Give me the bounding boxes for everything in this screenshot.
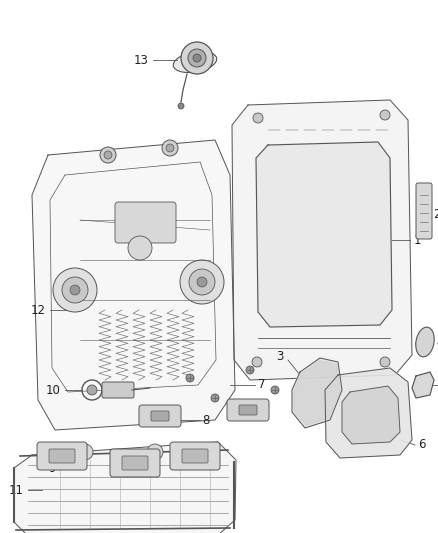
Circle shape (380, 110, 390, 120)
FancyBboxPatch shape (227, 399, 269, 421)
Circle shape (197, 277, 207, 287)
FancyBboxPatch shape (49, 449, 75, 463)
Text: 2: 2 (433, 208, 438, 222)
Polygon shape (342, 386, 400, 444)
Circle shape (162, 140, 178, 156)
Circle shape (147, 444, 163, 460)
Text: 13: 13 (134, 53, 149, 67)
Polygon shape (292, 358, 342, 428)
Polygon shape (412, 372, 434, 398)
Circle shape (166, 144, 174, 152)
Polygon shape (256, 142, 392, 327)
FancyBboxPatch shape (37, 442, 87, 470)
Circle shape (181, 42, 213, 74)
Circle shape (100, 147, 116, 163)
FancyBboxPatch shape (102, 382, 134, 398)
Circle shape (180, 260, 224, 304)
Circle shape (70, 285, 80, 295)
Polygon shape (232, 100, 412, 380)
Circle shape (271, 386, 279, 394)
Text: 7: 7 (258, 378, 265, 392)
Circle shape (252, 357, 262, 367)
Circle shape (128, 236, 152, 260)
Circle shape (186, 374, 194, 382)
FancyBboxPatch shape (170, 442, 220, 470)
Circle shape (189, 269, 215, 295)
Circle shape (253, 113, 263, 123)
Circle shape (77, 444, 93, 460)
FancyBboxPatch shape (110, 449, 160, 477)
Text: 8: 8 (202, 414, 209, 426)
Text: 3: 3 (277, 350, 284, 362)
Circle shape (246, 366, 254, 374)
Text: 12: 12 (31, 303, 46, 317)
Circle shape (178, 103, 184, 109)
Circle shape (87, 385, 97, 395)
FancyBboxPatch shape (182, 449, 208, 463)
FancyBboxPatch shape (151, 411, 169, 421)
Polygon shape (14, 442, 236, 533)
Ellipse shape (173, 52, 217, 72)
FancyBboxPatch shape (139, 405, 181, 427)
Text: 6: 6 (418, 439, 425, 451)
Ellipse shape (416, 327, 434, 357)
Text: 11: 11 (9, 483, 24, 497)
Circle shape (53, 268, 97, 312)
Circle shape (193, 54, 201, 62)
FancyBboxPatch shape (416, 183, 432, 239)
Circle shape (188, 49, 206, 67)
Text: 9: 9 (49, 462, 56, 474)
Polygon shape (32, 140, 235, 430)
Polygon shape (325, 368, 412, 458)
Circle shape (380, 357, 390, 367)
FancyBboxPatch shape (115, 202, 176, 243)
Polygon shape (294, 361, 340, 425)
Text: 10: 10 (46, 384, 61, 397)
FancyBboxPatch shape (239, 405, 257, 415)
Circle shape (104, 151, 112, 159)
Circle shape (211, 394, 219, 402)
FancyBboxPatch shape (122, 456, 148, 470)
Circle shape (62, 277, 88, 303)
Text: 1: 1 (414, 233, 421, 246)
Text: 4: 4 (436, 335, 438, 349)
